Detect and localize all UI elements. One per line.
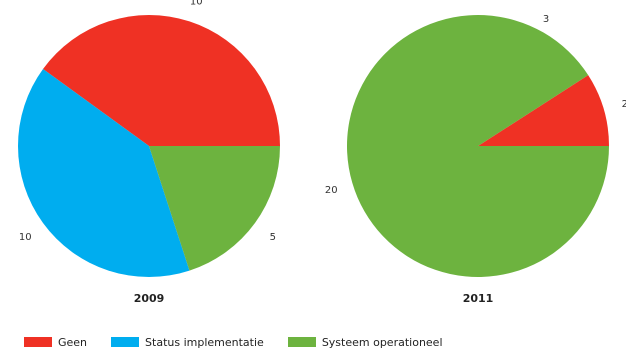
chart-title-2011: 2011 <box>463 292 494 305</box>
legend-item-status-implementatie: Status implementatie <box>111 336 264 349</box>
pie-slice-2009-systeem-operationeel <box>149 146 280 271</box>
slice-label-2009-systeem-operationeel: 5 <box>270 232 276 243</box>
slice-label-2009-geen: 10 <box>190 0 203 8</box>
legend: Geen Status implementatie Systeem operat… <box>24 334 467 350</box>
legend-swatch-status-implementatie <box>111 337 140 347</box>
legend-label-systeem-operationeel: Systeem operationeel <box>321 335 443 349</box>
slice-label-2009-status-implementatie: 10 <box>19 232 32 243</box>
legend-swatch-geen <box>24 337 52 347</box>
legend-label-status-implementatie: Status implementatie <box>145 335 264 349</box>
legend-item-geen: Geen <box>24 336 87 349</box>
pie-slice-2011-systeem-operationeel <box>347 15 609 278</box>
legend-label-geen: Geen <box>58 335 88 349</box>
pie-chart-2009: 10 10 5 <box>18 0 280 278</box>
pie-slice-2009-status-implementatie <box>18 69 190 278</box>
legend-item-systeem-operationeel: Systeem operationeel <box>287 335 443 349</box>
pie-slice-2009-geen <box>43 15 280 146</box>
slice-label-2011-extra-0: 3 <box>543 14 549 25</box>
legend-swatch-systeem-operationeel <box>287 337 316 347</box>
slice-label-2011-systeem-operationeel: 20 <box>325 185 338 196</box>
pie-slice-2011-geen <box>478 75 609 146</box>
slice-label-2011-geen: 2 <box>622 99 626 110</box>
chart-title-2009: 2009 <box>134 292 165 305</box>
pie-chart-2011: 2 20 3 <box>325 14 626 278</box>
